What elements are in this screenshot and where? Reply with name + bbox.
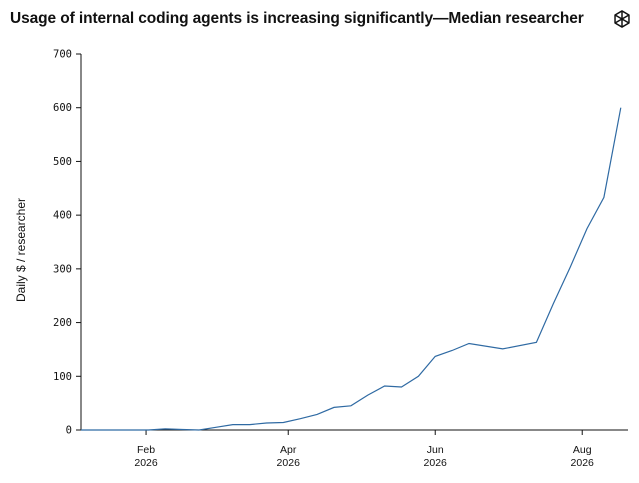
openai-logo-icon bbox=[614, 10, 630, 28]
x-tick-label: Feb bbox=[137, 444, 155, 456]
y-tick-label: 300 bbox=[53, 263, 72, 275]
y-tick-label: 500 bbox=[53, 156, 72, 168]
y-tick-label: 600 bbox=[53, 102, 72, 114]
y-tick-label: 0 bbox=[66, 425, 72, 437]
x-tick-label: Apr bbox=[280, 444, 297, 456]
x-tick-label: Jun bbox=[427, 444, 444, 456]
y-axis-label: Daily $ / researcher bbox=[14, 198, 28, 302]
y-tick-label: 100 bbox=[53, 371, 72, 383]
x-tick-sublabel: 2026 bbox=[571, 457, 595, 469]
y-tick-label: 200 bbox=[53, 317, 72, 329]
chart-title: Usage of internal coding agents is incre… bbox=[10, 10, 584, 27]
y-tick-label: 400 bbox=[53, 210, 72, 222]
y-tick-label: 700 bbox=[53, 49, 72, 61]
y-axis: 0 100 200 300 400 500 600 700 bbox=[53, 49, 82, 437]
series-line bbox=[81, 107, 622, 431]
x-tick-label: Aug bbox=[573, 444, 592, 456]
x-tick-sublabel: 2026 bbox=[277, 457, 301, 469]
x-tick-sublabel: 2026 bbox=[424, 457, 448, 469]
x-tick-sublabel: 2026 bbox=[134, 457, 158, 469]
